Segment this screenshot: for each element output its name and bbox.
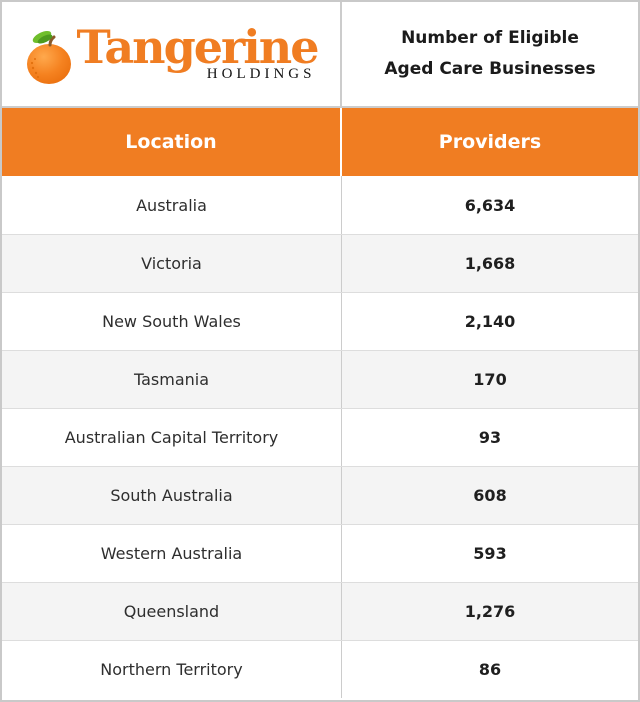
tangerine-fruit-icon bbox=[26, 30, 71, 84]
location-cell: Australian Capital Territory bbox=[2, 409, 342, 466]
table-row: Western Australia 593 bbox=[2, 524, 638, 582]
brand-text-block: Tangerine HOLDINGS bbox=[76, 20, 320, 83]
column-header-providers: Providers bbox=[438, 131, 542, 153]
location-cell: Victoria bbox=[2, 235, 342, 292]
providers-cell: 1,276 bbox=[464, 602, 516, 621]
table-row: Queensland 1,276 bbox=[2, 582, 638, 640]
table-row: Australian Capital Territory 93 bbox=[2, 408, 638, 466]
table-row: Victoria 1,668 bbox=[2, 234, 638, 292]
table-title: Number of Eligible Aged Care Businesses bbox=[342, 2, 638, 106]
table-row: Tasmania 170 bbox=[2, 350, 638, 408]
brand-header-cell: Tangerine HOLDINGS bbox=[2, 2, 342, 106]
location-cell: South Australia bbox=[2, 467, 342, 524]
location-cell: New South Wales bbox=[2, 293, 342, 350]
providers-cell: 170 bbox=[473, 370, 507, 389]
table-row: New South Wales 2,140 bbox=[2, 292, 638, 350]
location-cell: Tasmania bbox=[2, 351, 342, 408]
column-header-location: Location bbox=[2, 108, 342, 176]
providers-cell: 593 bbox=[473, 544, 507, 563]
brand-wordmark: Tangerine bbox=[76, 20, 320, 74]
table-row: Australia 6,634 bbox=[2, 176, 638, 234]
providers-cell: 93 bbox=[478, 428, 502, 447]
top-header-band: Tangerine HOLDINGS Number of Eligible Ag… bbox=[2, 2, 638, 108]
providers-cell: 6,634 bbox=[464, 195, 516, 215]
providers-cell: 2,140 bbox=[464, 312, 516, 331]
table-row: South Australia 608 bbox=[2, 466, 638, 524]
tangerine-logo: Tangerine HOLDINGS bbox=[25, 20, 320, 86]
brand-subtitle: HOLDINGS bbox=[206, 66, 316, 82]
table-title-line1: Number of Eligible bbox=[401, 28, 579, 48]
providers-cell: 608 bbox=[473, 486, 507, 505]
table-title-line2: Aged Care Businesses bbox=[384, 59, 596, 79]
location-cell: Australia bbox=[2, 176, 342, 234]
location-cell: Western Australia bbox=[2, 525, 342, 582]
table-row: Northern Territory 86 bbox=[2, 640, 638, 698]
location-cell: Northern Territory bbox=[2, 641, 342, 698]
location-cell: Queensland bbox=[2, 583, 342, 640]
providers-cell: 1,668 bbox=[464, 254, 516, 273]
providers-cell: 86 bbox=[478, 660, 502, 679]
table-header-row: Location Providers bbox=[2, 108, 638, 176]
